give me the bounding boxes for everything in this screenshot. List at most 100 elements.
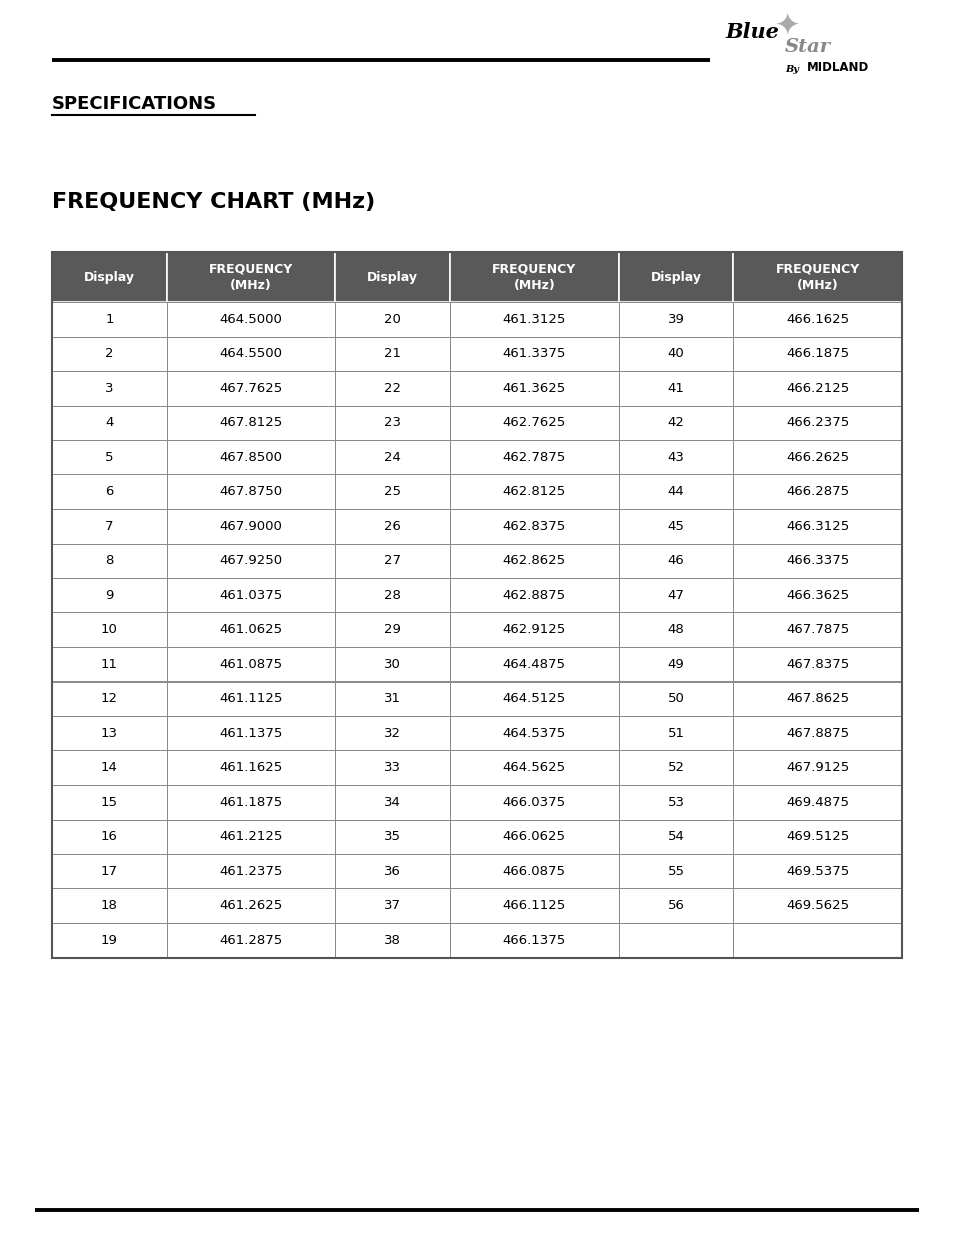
Text: 35: 35 <box>384 830 401 844</box>
Text: 466.1625: 466.1625 <box>785 312 848 326</box>
Bar <box>335 820 450 853</box>
Text: 15: 15 <box>101 795 118 809</box>
Text: 467.8750: 467.8750 <box>219 485 282 498</box>
Text: 467.9125: 467.9125 <box>785 761 848 774</box>
Text: 464.5000: 464.5000 <box>219 312 282 326</box>
Text: 38: 38 <box>384 934 400 947</box>
Bar <box>733 303 901 336</box>
Bar <box>618 336 733 370</box>
Text: 461.1875: 461.1875 <box>219 795 282 809</box>
Bar <box>733 853 901 888</box>
Bar <box>52 820 167 853</box>
Text: 32: 32 <box>384 726 401 740</box>
Text: Display: Display <box>367 270 417 284</box>
Bar <box>733 405 901 440</box>
Bar <box>167 613 335 647</box>
Bar <box>335 509 450 543</box>
Text: 461.0875: 461.0875 <box>219 658 282 671</box>
Bar <box>335 252 450 303</box>
Text: 461.0625: 461.0625 <box>219 624 282 636</box>
Bar <box>450 543 618 578</box>
Bar <box>450 682 618 716</box>
Bar <box>52 888 167 923</box>
Bar <box>733 440 901 474</box>
Bar <box>733 820 901 853</box>
Bar <box>167 336 335 370</box>
Text: 53: 53 <box>667 795 684 809</box>
Bar <box>618 751 733 785</box>
Bar <box>335 543 450 578</box>
Text: 2: 2 <box>105 347 113 361</box>
Bar <box>167 853 335 888</box>
Bar <box>450 820 618 853</box>
Bar <box>335 578 450 613</box>
Text: 469.5625: 469.5625 <box>785 899 848 913</box>
Bar <box>618 923 733 957</box>
Text: 19: 19 <box>101 934 117 947</box>
Text: 464.5500: 464.5500 <box>219 347 282 361</box>
Bar <box>450 853 618 888</box>
Bar <box>167 252 335 303</box>
Bar <box>167 370 335 405</box>
Bar <box>733 751 901 785</box>
Text: FREQUENCY
(MHz): FREQUENCY (MHz) <box>492 263 576 291</box>
Text: 464.5125: 464.5125 <box>502 693 565 705</box>
Bar <box>167 303 335 336</box>
Text: 461.1625: 461.1625 <box>219 761 282 774</box>
Text: 466.0875: 466.0875 <box>502 864 565 878</box>
Text: 9: 9 <box>105 589 113 601</box>
Bar <box>167 820 335 853</box>
Text: 467.7875: 467.7875 <box>785 624 848 636</box>
Bar <box>167 474 335 509</box>
Text: 46: 46 <box>667 555 683 567</box>
Bar <box>52 405 167 440</box>
Text: 24: 24 <box>384 451 400 464</box>
Bar <box>335 440 450 474</box>
Text: 44: 44 <box>667 485 683 498</box>
Text: 467.9000: 467.9000 <box>219 520 282 532</box>
Bar <box>733 370 901 405</box>
Bar <box>618 578 733 613</box>
Text: 4: 4 <box>105 416 113 430</box>
Bar <box>618 543 733 578</box>
Text: 466.3125: 466.3125 <box>785 520 848 532</box>
Bar <box>618 370 733 405</box>
Text: 31: 31 <box>384 693 401 705</box>
Bar <box>167 543 335 578</box>
Bar <box>52 613 167 647</box>
Bar <box>618 853 733 888</box>
Bar <box>618 647 733 682</box>
Text: 16: 16 <box>101 830 117 844</box>
Bar <box>733 716 901 751</box>
Bar <box>618 509 733 543</box>
Text: 47: 47 <box>667 589 683 601</box>
Bar <box>167 647 335 682</box>
Bar <box>450 370 618 405</box>
Text: 27: 27 <box>384 555 401 567</box>
Bar <box>450 923 618 957</box>
Text: 52: 52 <box>667 761 684 774</box>
Text: MIDLAND: MIDLAND <box>806 61 868 74</box>
Text: 462.8375: 462.8375 <box>502 520 565 532</box>
Text: 462.8625: 462.8625 <box>502 555 565 567</box>
Bar <box>450 785 618 820</box>
Bar <box>52 543 167 578</box>
Text: 466.1875: 466.1875 <box>785 347 848 361</box>
Bar <box>335 682 450 716</box>
Bar <box>618 682 733 716</box>
Bar <box>335 923 450 957</box>
Text: 462.9125: 462.9125 <box>502 624 565 636</box>
Text: By: By <box>784 65 798 74</box>
Text: 466.2125: 466.2125 <box>785 382 848 395</box>
Text: 6: 6 <box>105 485 113 498</box>
Bar <box>52 716 167 751</box>
Text: FREQUENCY
(MHz): FREQUENCY (MHz) <box>775 263 859 291</box>
Bar <box>167 751 335 785</box>
Text: 466.0625: 466.0625 <box>502 830 565 844</box>
Bar <box>618 716 733 751</box>
Bar <box>733 336 901 370</box>
Text: 25: 25 <box>384 485 401 498</box>
Bar <box>167 716 335 751</box>
Bar <box>52 682 167 716</box>
Bar <box>335 853 450 888</box>
